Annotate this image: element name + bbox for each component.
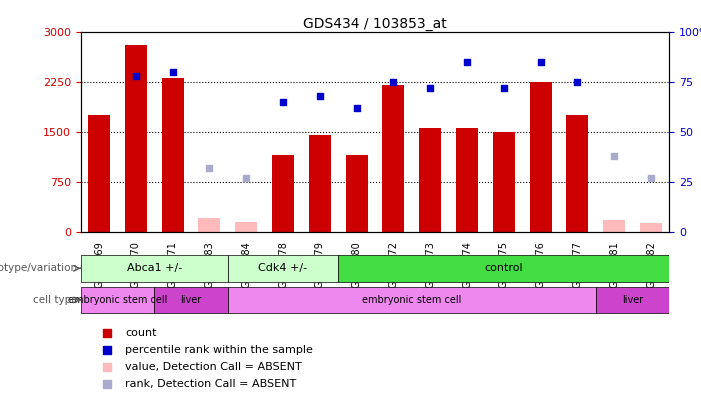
Text: percentile rank within the sample: percentile rank within the sample (125, 345, 313, 355)
Text: cell type: cell type (33, 295, 78, 305)
Bar (308, 135, 331, 232)
Text: count: count (125, 327, 157, 338)
Bar (596, 287, 669, 313)
Point (204, 164, 215, 171)
Bar (236, 222, 257, 232)
Text: liver: liver (180, 295, 202, 305)
Bar (154, 287, 228, 313)
Bar (272, 155, 294, 232)
Point (351, 105, 362, 111)
Point (314, 93, 325, 99)
Bar (81, 255, 228, 282)
Text: Abca1 +/-: Abca1 +/- (127, 263, 182, 273)
Bar (125, 45, 147, 232)
Bar (88, 115, 110, 232)
Point (572, 78, 583, 85)
Bar (161, 78, 184, 232)
Text: embryonic stem cell: embryonic stem cell (68, 295, 167, 305)
Point (535, 59, 546, 65)
Text: Cdk4 +/-: Cdk4 +/- (259, 263, 308, 273)
Bar (640, 223, 662, 232)
Bar (228, 287, 596, 313)
Bar (228, 255, 338, 282)
Bar (456, 128, 478, 232)
Point (278, 99, 289, 105)
Text: genotype/variation: genotype/variation (0, 263, 78, 273)
Text: rank, Detection Call = ABSENT: rank, Detection Call = ABSENT (125, 379, 297, 388)
Point (388, 78, 399, 85)
Bar (346, 155, 367, 232)
Bar (566, 115, 588, 232)
Point (101, 381, 112, 387)
Bar (529, 82, 552, 232)
Text: liver: liver (622, 295, 644, 305)
Point (425, 84, 436, 91)
Bar (603, 220, 625, 232)
Point (240, 175, 252, 181)
Point (101, 329, 112, 336)
Bar (81, 287, 154, 313)
Point (461, 59, 472, 65)
Point (167, 69, 178, 75)
Text: embryonic stem cell: embryonic stem cell (362, 295, 461, 305)
Point (608, 152, 620, 159)
Point (101, 364, 112, 370)
Point (646, 175, 657, 181)
Title: GDS434 / 103853_at: GDS434 / 103853_at (303, 17, 447, 30)
Bar (383, 85, 404, 232)
Bar (338, 255, 669, 282)
Point (130, 72, 142, 79)
Bar (198, 218, 221, 232)
Text: value, Detection Call = ABSENT: value, Detection Call = ABSENT (125, 362, 302, 372)
Point (498, 84, 510, 91)
Bar (493, 131, 515, 232)
Text: control: control (484, 263, 523, 273)
Point (101, 346, 112, 353)
Bar (419, 128, 442, 232)
